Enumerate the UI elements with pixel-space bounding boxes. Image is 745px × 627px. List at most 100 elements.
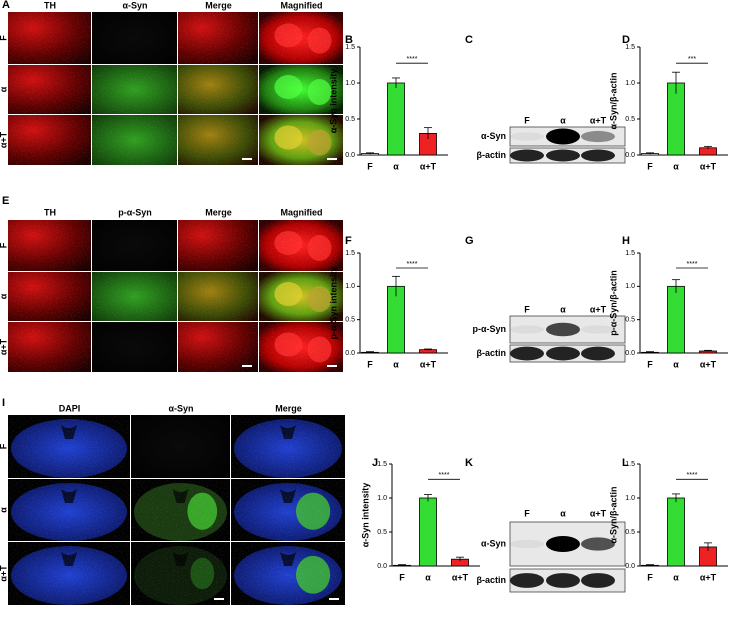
y-axis-label: α-Syn intensity — [328, 69, 338, 134]
column-header: TH — [44, 0, 56, 10]
y-tick-label: 0.5 — [345, 317, 355, 324]
row-label: F — [0, 242, 8, 248]
texture — [8, 479, 130, 541]
x-tick-label: α — [673, 161, 679, 171]
lane-label: α — [560, 115, 566, 125]
panel-letter: K — [465, 457, 473, 469]
micrograph — [259, 272, 343, 321]
texture — [259, 322, 343, 372]
row-label: α+T — [0, 565, 8, 582]
band-label: β-actin — [477, 575, 507, 585]
band — [546, 346, 580, 361]
micrograph — [8, 220, 91, 271]
band — [546, 536, 580, 552]
x-tick-label: α — [393, 161, 399, 171]
y-tick-label: 1.0 — [625, 495, 635, 502]
y-tick-label: 0.5 — [625, 317, 635, 324]
band — [546, 149, 580, 162]
column-header: p-α-Syn — [118, 207, 152, 217]
micrograph — [178, 220, 258, 271]
micrograph — [231, 542, 345, 605]
texture — [231, 415, 345, 478]
y-axis-label: p-α-Syn/β-actin — [608, 270, 618, 336]
band — [581, 346, 615, 361]
texture — [8, 115, 91, 165]
micrograph — [92, 220, 177, 271]
texture — [92, 65, 177, 114]
micrograph — [259, 220, 343, 271]
panel-letter: I — [2, 397, 5, 409]
lane-label: F — [524, 304, 530, 314]
texture — [259, 272, 343, 321]
micrograph — [92, 115, 177, 165]
lane-label: α — [560, 304, 566, 314]
panel-letter: L — [622, 457, 629, 469]
band — [581, 325, 615, 334]
micrograph — [178, 12, 258, 64]
micrograph — [231, 479, 345, 541]
y-tick-label: 1.0 — [625, 283, 635, 290]
lane-label: α+T — [590, 115, 607, 125]
y-tick-label: 1.0 — [377, 495, 387, 502]
texture — [178, 272, 258, 321]
band-label: p-α-Syn — [472, 324, 506, 334]
y-tick-label: 0.0 — [625, 563, 635, 570]
column-header: α-Syn — [168, 403, 193, 413]
significance-label: **** — [407, 261, 418, 268]
image-bg — [92, 220, 177, 271]
y-tick-label: 0.0 — [625, 350, 635, 357]
image-bg — [92, 12, 177, 64]
texture — [178, 115, 258, 165]
micrograph — [178, 322, 258, 372]
panel-letter: H — [622, 235, 630, 247]
band — [581, 573, 615, 588]
x-tick-label: α+T — [452, 572, 469, 582]
y-tick-label: 1.5 — [377, 461, 387, 468]
x-tick-label: F — [647, 161, 653, 171]
texture — [131, 542, 230, 605]
y-tick-label: 1.0 — [345, 283, 355, 290]
micrograph — [92, 322, 177, 372]
micrograph — [8, 479, 130, 541]
lane-label: F — [524, 508, 530, 518]
panel-letter: C — [465, 34, 473, 46]
band — [510, 346, 544, 361]
column-header: Merge — [275, 403, 302, 413]
y-tick-label: 1.5 — [625, 250, 635, 257]
texture — [92, 272, 177, 321]
x-tick-label: α — [425, 572, 431, 582]
y-tick-label: 1.5 — [625, 461, 635, 468]
micrograph — [92, 272, 177, 321]
panel-letter: A — [2, 0, 10, 11]
texture — [178, 322, 258, 372]
row-label: F — [0, 35, 8, 41]
y-axis-label: α-Syn intensity — [360, 483, 370, 548]
panel-letter: E — [2, 195, 9, 207]
micrograph — [131, 542, 230, 605]
band — [510, 573, 544, 588]
band-label: α-Syn — [481, 538, 506, 548]
panel-letter: F — [345, 235, 352, 247]
y-tick-label: 0.5 — [377, 529, 387, 536]
micrograph — [8, 272, 91, 321]
micrograph — [259, 12, 343, 64]
texture — [259, 65, 343, 114]
micrograph — [259, 322, 343, 372]
texture — [8, 220, 91, 271]
panel-letter: J — [372, 457, 378, 469]
texture — [8, 272, 91, 321]
micrograph — [8, 65, 91, 114]
lane-label: α — [560, 508, 566, 518]
band — [581, 130, 615, 143]
band-label: β-actin — [477, 150, 507, 160]
y-tick-label: 0.0 — [345, 152, 355, 159]
x-tick-label: α+T — [420, 359, 437, 369]
bar — [419, 497, 437, 567]
row-label: α+T — [0, 338, 8, 355]
x-tick-label: α — [673, 359, 679, 369]
panel-letter: D — [622, 34, 630, 46]
micrograph — [8, 415, 130, 478]
y-tick-label: 0.5 — [345, 116, 355, 123]
band — [510, 149, 544, 162]
band-label: β-actin — [477, 348, 507, 358]
